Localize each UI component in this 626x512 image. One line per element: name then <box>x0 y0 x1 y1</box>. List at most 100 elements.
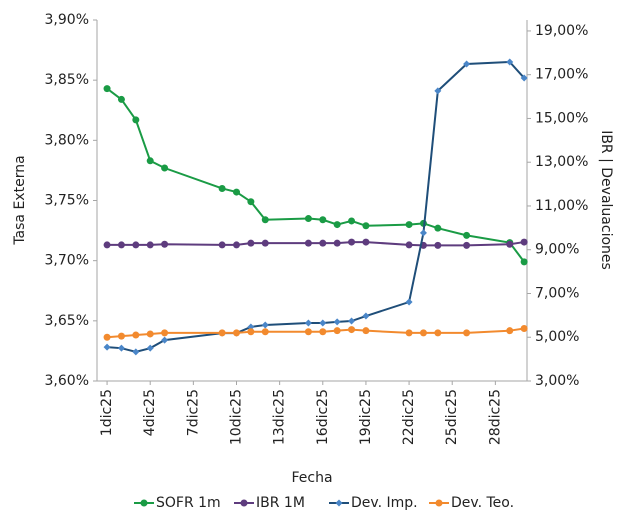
y-tick-label: 3,85% <box>45 72 89 88</box>
legend-marker <box>240 499 248 507</box>
marker <box>146 330 154 338</box>
marker <box>434 329 442 337</box>
x-tick-label: 25dic25 <box>444 389 460 445</box>
marker <box>362 312 370 320</box>
legend-label: IBR 1M <box>256 495 305 511</box>
marker <box>261 239 269 247</box>
y-axis-title: Tasa Externa <box>12 155 28 245</box>
marker <box>117 241 125 249</box>
marker <box>506 58 514 66</box>
marker <box>348 317 356 325</box>
series-line <box>106 87 525 263</box>
y2-tick-label: 19,00% <box>535 23 588 39</box>
marker <box>218 241 226 249</box>
x-tick-label: 19dic25 <box>358 389 374 445</box>
marker <box>405 329 413 337</box>
marker <box>117 95 125 103</box>
marker <box>117 332 125 340</box>
marker <box>146 241 154 249</box>
marker <box>319 328 327 336</box>
marker <box>132 116 140 124</box>
marker <box>146 344 154 352</box>
marker <box>434 87 442 95</box>
x-tick-label: 4dic25 <box>142 389 158 436</box>
x-tick-label: 16dic25 <box>315 389 331 445</box>
y2-tick-label: 9,00% <box>535 242 579 258</box>
y-tick-label: 3,75% <box>45 193 89 209</box>
marker <box>117 344 125 352</box>
legend-label: SOFR 1m <box>156 495 221 511</box>
marker <box>348 326 356 334</box>
y-tick-label: 3,65% <box>45 313 89 329</box>
legend-marker <box>140 499 148 507</box>
y-tick-label: 3,90% <box>45 12 89 28</box>
marker <box>247 239 255 247</box>
marker <box>319 216 327 224</box>
marker <box>506 327 514 335</box>
marker <box>405 298 413 306</box>
x-tick-label: 10dic25 <box>228 389 244 445</box>
marker <box>463 329 471 337</box>
marker <box>247 198 255 206</box>
marker <box>520 258 528 266</box>
marker <box>419 229 427 237</box>
marker <box>103 241 111 249</box>
marker <box>333 327 341 335</box>
marker <box>434 241 442 249</box>
marker <box>405 221 413 229</box>
legend-marker <box>435 499 443 507</box>
y2-tick-label: 5,00% <box>535 329 579 345</box>
x-axis-title: Fecha <box>291 470 332 486</box>
marker <box>261 328 269 336</box>
y-tick-label: 3,80% <box>45 132 89 148</box>
marker <box>463 231 471 239</box>
marker <box>520 238 528 246</box>
series-line <box>107 241 525 247</box>
marker <box>218 184 226 192</box>
marker <box>348 217 356 225</box>
marker <box>247 323 255 331</box>
marker <box>161 329 169 337</box>
marker <box>434 224 442 232</box>
marker <box>146 157 154 165</box>
marker <box>132 331 140 339</box>
marker <box>261 321 269 329</box>
y2-tick-label: 11,00% <box>535 198 588 214</box>
marker <box>362 327 370 335</box>
marker <box>362 238 370 246</box>
marker <box>333 221 341 229</box>
series-line <box>106 60 525 353</box>
marker <box>261 216 269 224</box>
x-tick-label: 7dic25 <box>185 389 201 436</box>
marker <box>304 215 312 223</box>
y2-axis-title: IBR | Devaluaciones <box>598 130 614 270</box>
marker <box>348 238 356 246</box>
x-tick-label: 1dic25 <box>99 389 115 436</box>
series-line <box>106 327 525 339</box>
y-tick-label: 3,70% <box>45 253 89 269</box>
marker <box>520 324 528 332</box>
marker <box>520 74 528 82</box>
marker <box>103 85 111 93</box>
marker <box>362 222 370 230</box>
marker <box>132 348 140 356</box>
y2-tick-label: 15,00% <box>535 110 588 126</box>
marker <box>304 239 312 247</box>
marker <box>103 333 111 341</box>
marker <box>232 241 240 249</box>
marker <box>103 343 111 351</box>
marker <box>333 318 341 326</box>
y2-tick-label: 3,00% <box>535 373 579 389</box>
marker <box>463 60 471 68</box>
marker <box>333 239 341 247</box>
marker <box>463 241 471 249</box>
x-tick-label: 28dic25 <box>487 389 503 445</box>
marker <box>232 329 240 337</box>
marker <box>319 239 327 247</box>
x-tick-label: 13dic25 <box>272 389 288 445</box>
marker <box>132 241 140 249</box>
y-tick-label: 3,60% <box>45 373 89 389</box>
marker <box>247 328 255 336</box>
marker <box>405 241 413 249</box>
